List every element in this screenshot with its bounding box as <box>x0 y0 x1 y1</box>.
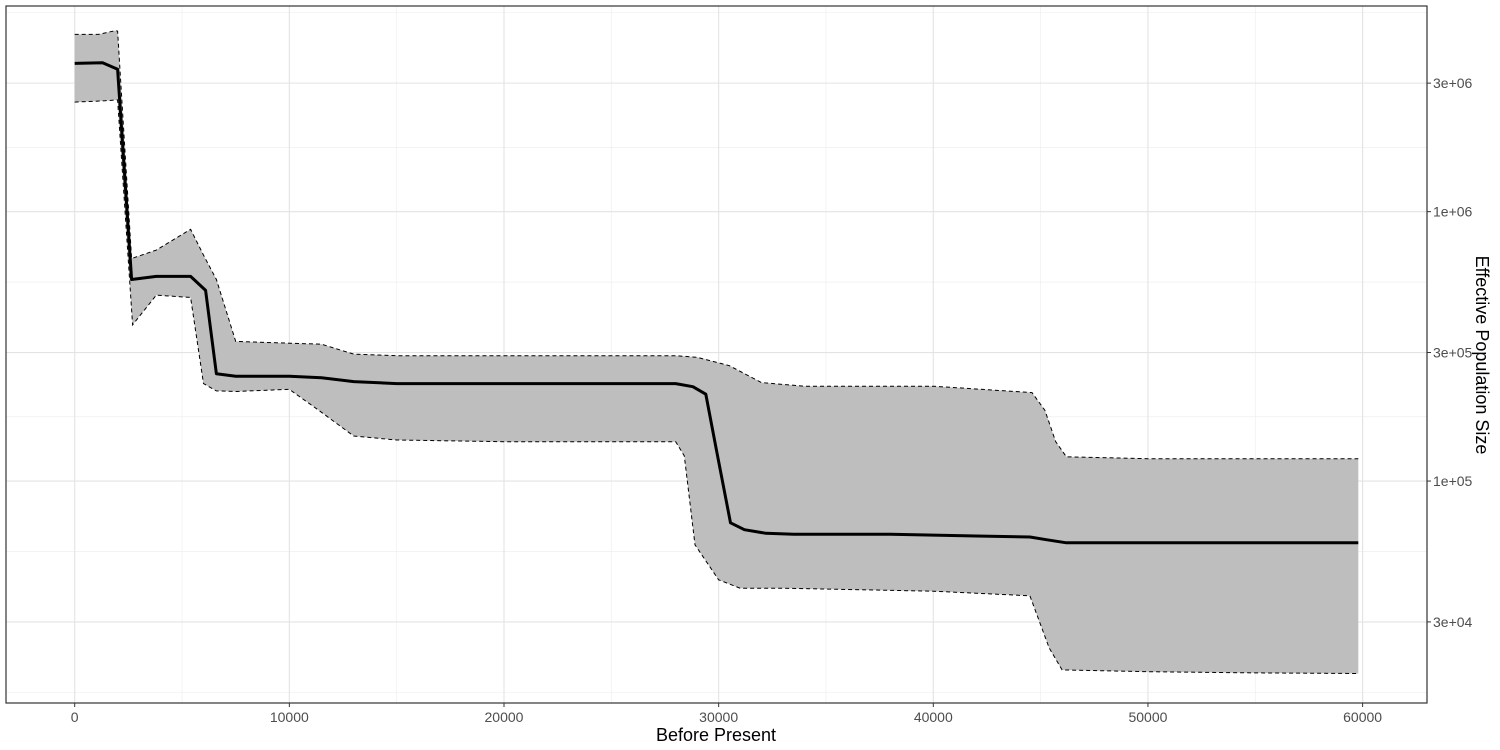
upper-bound-line <box>74 30 1359 460</box>
y-tick-label: 3e+05 <box>1433 345 1473 361</box>
x-tick-label: 50000 <box>1128 709 1167 725</box>
x-tick-label: 30000 <box>699 709 738 725</box>
x-tick-label: 0 <box>71 709 79 725</box>
x-tick-label: 10000 <box>270 709 309 725</box>
x-tick-label: 20000 <box>485 709 524 725</box>
y-tick-label: 3e+06 <box>1433 75 1473 91</box>
y-tick-label: 1e+06 <box>1433 204 1473 220</box>
y-tick-label: 3e+04 <box>1433 614 1473 630</box>
y-tick-label: 1e+05 <box>1433 473 1473 489</box>
confidence-band <box>74 30 1359 674</box>
x-tick-label: 40000 <box>914 709 953 725</box>
lower-bound-line <box>74 99 1359 674</box>
y-axis: 3e+04 1e+05 3e+05 1e+06 3e+06 <box>1427 75 1473 630</box>
y-axis-title: Effective Population Size <box>1472 256 1492 455</box>
median-line <box>74 61 1359 545</box>
x-tick-label: 60000 <box>1343 709 1382 725</box>
x-axis: 0 10000 20000 30000 40000 50000 60000 <box>71 703 1382 725</box>
plot-panel-border <box>5 5 1428 704</box>
x-axis-title: Before Present <box>656 725 776 745</box>
